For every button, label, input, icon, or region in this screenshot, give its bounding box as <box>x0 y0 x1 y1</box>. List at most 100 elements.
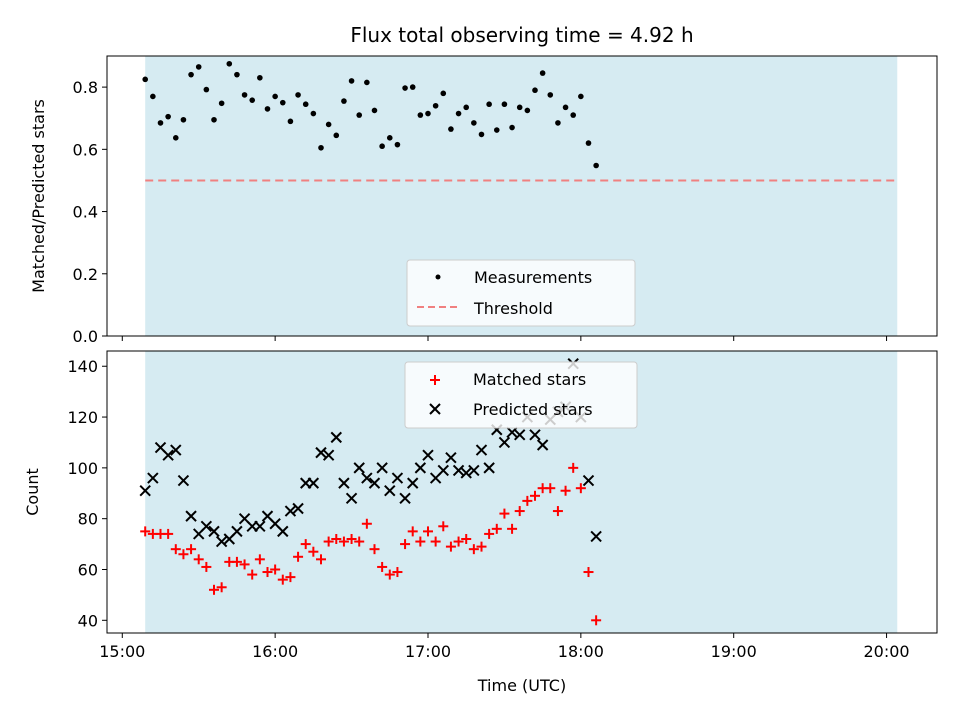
measurements-point <box>524 107 531 114</box>
measurements-point <box>539 70 546 76</box>
matched-stars-point <box>415 536 426 547</box>
matched-stars-point <box>186 544 197 555</box>
measurements-point <box>364 79 370 86</box>
matched-stars-point <box>231 556 242 567</box>
measurements-point <box>371 107 378 114</box>
measurements-point <box>386 135 393 141</box>
matched-stars-point <box>484 528 495 539</box>
measurements-point <box>562 104 569 111</box>
measurements-point <box>555 120 561 126</box>
measurements-point <box>501 101 508 108</box>
predicted-stars-point <box>361 472 373 484</box>
measurements-point <box>570 112 577 118</box>
matched-stars-point <box>178 549 189 560</box>
predicted-stars-point <box>345 492 358 505</box>
measurements-point <box>341 98 347 104</box>
predicted-stars-point <box>139 485 151 497</box>
y-tick-label: 100 <box>67 459 98 478</box>
legend-marker-matched <box>430 375 440 385</box>
predicted-stars-point <box>468 464 480 477</box>
matched-stars-point <box>583 567 594 578</box>
legend-marker-measurements <box>435 274 441 280</box>
matched-stars-point <box>461 534 472 544</box>
measurements-point <box>463 104 470 111</box>
measurements-point <box>486 101 492 108</box>
measurements-point <box>272 93 278 100</box>
predicted-stars-point <box>445 451 457 464</box>
matched-stars-point <box>438 521 449 532</box>
y-tick-label: 40 <box>78 611 98 630</box>
measurements-point <box>448 126 454 132</box>
matched-stars-point <box>361 518 372 529</box>
y-tick-label: 120 <box>67 408 98 427</box>
measurements-point <box>234 71 240 78</box>
measurements-point <box>325 121 332 128</box>
matched-stars-point <box>522 495 533 506</box>
panel-ratio-frame <box>106 55 938 337</box>
predicted-stars-point <box>407 477 419 489</box>
matched-stars-point <box>262 567 273 578</box>
matched-stars-point <box>270 564 281 575</box>
predicted-stars-point <box>529 429 541 441</box>
matched-stars-point <box>369 544 380 555</box>
predicted-stars-point <box>147 472 159 484</box>
measurements-point <box>394 141 401 148</box>
matched-stars-point <box>491 523 502 534</box>
predicted-stars-point <box>452 464 465 477</box>
predicted-stars-point <box>338 477 350 489</box>
matched-stars-point <box>468 544 479 555</box>
matched-stars-point <box>216 582 227 593</box>
measurements-point <box>356 112 363 118</box>
matched-stars-point <box>552 506 563 517</box>
predicted-stars-point <box>384 485 396 497</box>
y-tick-label: 0.6 <box>73 140 98 159</box>
matched-stars-point <box>354 536 365 547</box>
x-tick-label: 16:00 <box>252 642 298 661</box>
measurements-point <box>585 140 592 146</box>
measurements-point <box>478 131 485 138</box>
matched-stars-point <box>208 584 219 595</box>
measurements-point <box>165 113 171 120</box>
predicted-stars-point <box>208 525 220 538</box>
measurements-point <box>516 104 523 111</box>
measurements-point <box>547 92 554 98</box>
legend-x <box>429 403 441 415</box>
matched-stars-point <box>247 569 258 580</box>
measurements-point <box>287 118 294 125</box>
predicted-stars-point <box>284 505 297 517</box>
predicted-stars-point <box>483 462 495 474</box>
x-tick-label: 20:00 <box>864 642 910 661</box>
chart-title: Flux total observing time = 4.92 h <box>350 23 693 47</box>
predicted-stars-point <box>162 449 174 461</box>
matched-stars-point <box>453 536 464 547</box>
predicted-stars-point <box>185 510 197 522</box>
measurements-point <box>348 78 355 84</box>
measurements-point <box>402 85 408 91</box>
measurements-point <box>318 144 324 151</box>
measurements-point <box>409 84 416 90</box>
x-tick-label: 17:00 <box>405 642 451 661</box>
panel-ratio-ylabel: Matched/Predicted stars <box>29 99 48 293</box>
matched-stars-point <box>346 534 357 544</box>
predicted-stars-point <box>353 462 365 474</box>
matched-stars-point <box>170 544 181 555</box>
matched-stars-point <box>499 508 510 519</box>
predicted-stars-point <box>368 477 381 489</box>
measurements-point <box>455 110 462 117</box>
measurements-point <box>471 120 477 126</box>
predicted-stars-point <box>376 462 388 474</box>
matched-stars-point <box>400 539 411 550</box>
legend-label-measurements: Measurements <box>474 268 592 287</box>
matched-stars-point <box>163 528 174 539</box>
predicted-stars-point <box>322 449 335 461</box>
measurements-point <box>226 60 233 67</box>
panel-counts-ylabel: Count <box>23 468 42 516</box>
panel-counts-frame <box>106 350 938 634</box>
measurements-point <box>257 74 263 81</box>
matched-stars-point <box>384 569 395 580</box>
matched-stars-point <box>575 483 586 494</box>
matched-stars-point <box>193 554 204 565</box>
legend-marker-predicted <box>429 403 441 415</box>
panel-counts: 40 60 80 100 120 140 15:00 16:00 17:00 18:00 19:0… <box>23 350 938 661</box>
matched-stars-point <box>507 523 518 534</box>
